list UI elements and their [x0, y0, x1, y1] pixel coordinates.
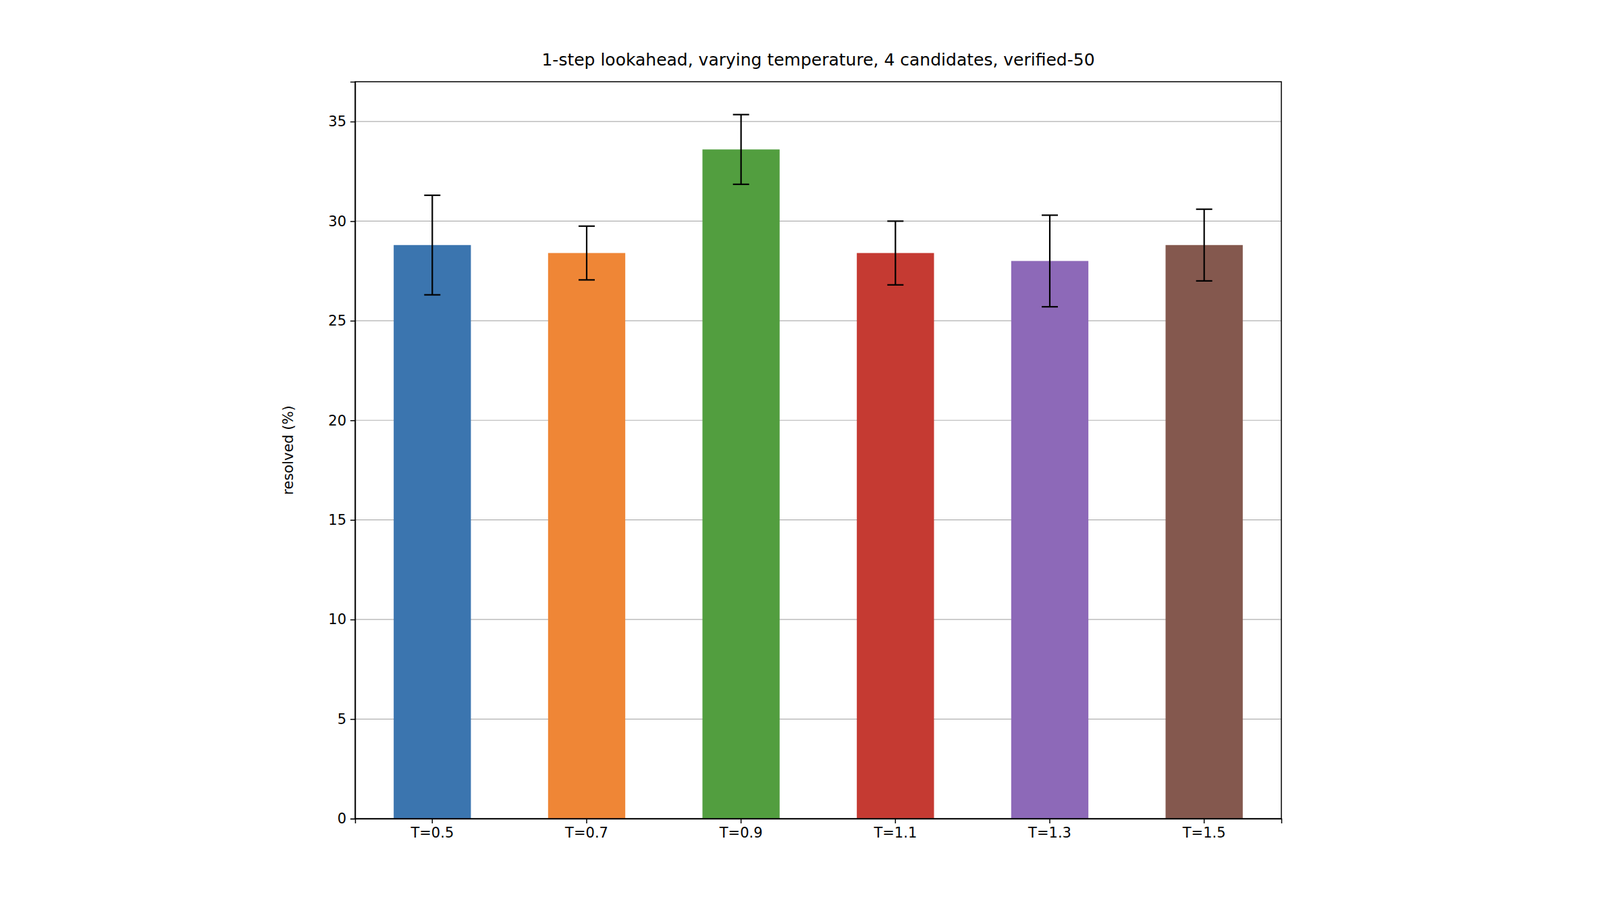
- x-axis: T=0.5 T=0.7 T=0.9 T=1.1 T=1.3 T=1.5: [355, 818, 1283, 841]
- error-cap: [578, 225, 595, 227]
- y-tick-mark: [350, 519, 356, 521]
- y-tick: 15: [328, 511, 356, 528]
- grid-line: [355, 220, 1282, 222]
- y-tick-label: 15: [328, 511, 347, 528]
- y-tick-mark: [350, 619, 356, 621]
- bar: [548, 253, 626, 819]
- grid-line: [355, 419, 1282, 421]
- error-cap: [578, 278, 595, 281]
- error-line: [1203, 209, 1206, 281]
- x-tick-label: T=0.5: [409, 824, 454, 841]
- y-tick-mark: [350, 121, 356, 123]
- grid-line: [355, 519, 1282, 520]
- grid-line: [355, 320, 1282, 321]
- bar: [1011, 260, 1089, 819]
- y-tick-label: 0: [337, 810, 347, 827]
- error-bar: [887, 220, 904, 285]
- bar: [702, 149, 780, 819]
- bar: [393, 245, 471, 819]
- error-cap: [1196, 280, 1213, 282]
- frame: [355, 81, 1282, 819]
- y-axis-title: resolved (%): [280, 405, 297, 495]
- y-tick-mark: [350, 718, 356, 720]
- x-tick-mark: [1049, 818, 1051, 823]
- y-tick: 0: [337, 810, 356, 827]
- y-tick-label: 10: [328, 610, 347, 628]
- y-tick: 25: [328, 312, 356, 329]
- x-tick-mark: [740, 818, 742, 823]
- x-axis-line: [355, 818, 1283, 824]
- y-tick-label: 25: [328, 312, 347, 329]
- error-line: [740, 114, 742, 185]
- grid-line: [355, 619, 1282, 620]
- error-cap: [733, 183, 750, 185]
- x-tick: T=1.5: [1182, 818, 1226, 841]
- x-tick-mark: [895, 818, 897, 823]
- x-tick-label: T=0.9: [718, 824, 763, 841]
- error-line: [1049, 215, 1051, 308]
- x-tick-mark: [1203, 818, 1206, 823]
- x-tick-label: T=1.5: [1182, 824, 1226, 841]
- error-cap: [887, 220, 904, 222]
- x-tick: T=1.3: [1027, 818, 1072, 841]
- error-line: [894, 220, 896, 285]
- y-tick-label: 30: [328, 213, 347, 230]
- y-tick-mark: [350, 320, 356, 323]
- error-cap: [1196, 208, 1213, 210]
- error-cap: [887, 284, 904, 286]
- x-tick-mark: [585, 818, 588, 823]
- y-tick-mark: [350, 220, 356, 223]
- y-axis: 0 5 10 15 20 25 30 35: [328, 82, 356, 828]
- x-tick: T=0.7: [564, 818, 609, 841]
- error-cap: [1041, 214, 1058, 216]
- y-tick: 10: [328, 610, 356, 628]
- error-bar: [733, 114, 750, 185]
- error-cap: [423, 293, 441, 296]
- error-line: [431, 195, 433, 295]
- error-bar: [578, 226, 595, 281]
- error-cap: [733, 114, 750, 116]
- x-tick: T=0.9: [718, 818, 763, 841]
- chart: 05101520253035T=0.5T=0.7T=0.9T=1.1T=1.3T…: [0, 0, 1600, 897]
- grid-line: [355, 718, 1282, 719]
- y-tick-label: 5: [337, 710, 347, 728]
- y-tick-label: 35: [328, 113, 347, 130]
- y-tick: 30: [328, 213, 356, 230]
- grid-line: [355, 120, 1282, 122]
- x-tick: T=1.1: [872, 818, 917, 841]
- error-cap: [423, 194, 441, 196]
- marks: [393, 114, 1243, 819]
- y-tick-label: 20: [328, 411, 347, 429]
- error-line: [585, 226, 588, 281]
- y-tick: 5: [337, 710, 356, 728]
- error-bar: [423, 195, 441, 295]
- y-tick-mark: [350, 818, 356, 820]
- x-tick-label: T=1.3: [1027, 824, 1072, 841]
- plot: 05101520253035T=0.5T=0.7T=0.9T=1.1T=1.3T…: [328, 81, 1282, 841]
- x-tick-mark: [432, 818, 434, 823]
- x-tick-label: T=1.1: [872, 824, 917, 841]
- error-bar: [1196, 209, 1213, 281]
- y-tick: 20: [328, 411, 356, 429]
- grid: [355, 121, 1282, 819]
- y-tick: 35: [328, 113, 356, 130]
- y-tick-mark: [350, 419, 356, 422]
- x-tick-label: T=0.7: [564, 824, 609, 841]
- title: 1-step lookahead, varying temperature, 4…: [541, 49, 1095, 70]
- y-axis-line: [350, 82, 356, 819]
- error-cap: [1041, 305, 1058, 308]
- bar: [856, 253, 934, 819]
- x-tick: T=0.5: [409, 818, 454, 841]
- bar: [1165, 245, 1243, 819]
- error-bar: [1041, 215, 1058, 308]
